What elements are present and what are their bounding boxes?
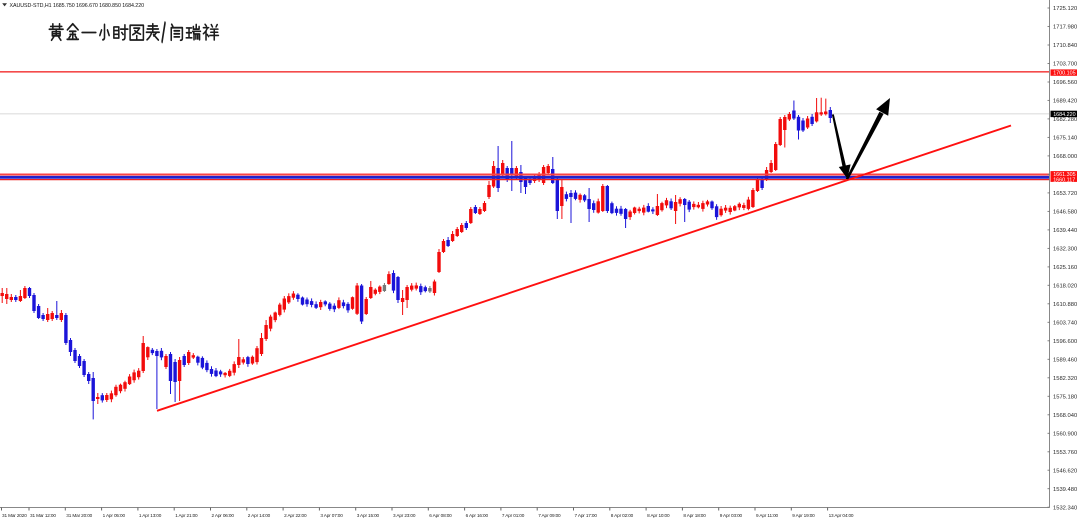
svg-text:1603.740: 1603.740 — [1053, 321, 1077, 327]
svg-text:1 Apr 13:00: 1 Apr 13:00 — [139, 513, 162, 518]
svg-text:1682.280: 1682.280 — [1053, 117, 1077, 123]
svg-text:1582.320: 1582.320 — [1053, 376, 1077, 382]
svg-text:6 Apr 16:00: 6 Apr 16:00 — [466, 513, 489, 518]
svg-text:3 Apr 07:00: 3 Apr 07:00 — [320, 513, 343, 518]
svg-text:9 Apr 03:00: 9 Apr 03:00 — [720, 513, 743, 518]
svg-text:2 Apr 06:00: 2 Apr 06:00 — [212, 513, 235, 518]
svg-text:1539.480: 1539.480 — [1053, 487, 1077, 493]
svg-text:1 Apr 21:00: 1 Apr 21:00 — [175, 513, 198, 518]
svg-text:31 Mar 20:00: 31 Mar 20:00 — [66, 513, 92, 518]
svg-text:1703.700: 1703.700 — [1053, 62, 1077, 68]
svg-text:1684.220: 1684.220 — [1053, 112, 1075, 118]
svg-text:1546.620: 1546.620 — [1053, 468, 1077, 474]
svg-text:1661.305: 1661.305 — [1053, 172, 1075, 178]
svg-text:7 Apr 17:00: 7 Apr 17:00 — [575, 513, 598, 518]
svg-text:7 Apr 01:00: 7 Apr 01:00 — [502, 513, 525, 518]
svg-text:7 Apr 09:00: 7 Apr 09:00 — [538, 513, 561, 518]
svg-text:8 Apr 10:00: 8 Apr 10:00 — [647, 513, 670, 518]
svg-text:3 Apr 23:00: 3 Apr 23:00 — [393, 513, 416, 518]
svg-text:1646.580: 1646.580 — [1053, 210, 1077, 216]
svg-text:1668.000: 1668.000 — [1053, 154, 1077, 160]
svg-text:1653.720: 1653.720 — [1053, 191, 1077, 197]
svg-text:1553.760: 1553.760 — [1053, 450, 1077, 456]
svg-text:31 Mar 2020: 31 Mar 2020 — [2, 513, 27, 518]
svg-text:13 Apr 04:00: 13 Apr 04:00 — [829, 513, 854, 518]
svg-text:1575.180: 1575.180 — [1053, 395, 1077, 401]
svg-text:1675.140: 1675.140 — [1053, 136, 1077, 142]
svg-text:3 Apr 15:00: 3 Apr 15:00 — [357, 513, 380, 518]
svg-text:2 Apr 22:00: 2 Apr 22:00 — [284, 513, 307, 518]
svg-text:9 Apr 19:00: 9 Apr 19:00 — [792, 513, 815, 518]
svg-text:1696.560: 1696.560 — [1053, 80, 1077, 86]
svg-text:1710.840: 1710.840 — [1053, 43, 1077, 49]
svg-text:1700.105: 1700.105 — [1053, 71, 1075, 77]
svg-text:9 Apr 11:00: 9 Apr 11:00 — [756, 513, 779, 518]
svg-text:1660.117: 1660.117 — [1053, 178, 1075, 184]
svg-text:1632.300: 1632.300 — [1053, 247, 1077, 253]
svg-text:2 Apr 14:00: 2 Apr 14:00 — [248, 513, 271, 518]
svg-text:1639.440: 1639.440 — [1053, 228, 1077, 234]
svg-text:XAUUSD-STD,H1 1685.750 1696.6: XAUUSD-STD,H1 1685.750 1696.670 1680.850… — [10, 3, 145, 9]
svg-text:1689.420: 1689.420 — [1053, 99, 1077, 105]
svg-text:1625.160: 1625.160 — [1053, 265, 1077, 271]
svg-text:31 Mar 12:00: 31 Mar 12:00 — [30, 513, 56, 518]
svg-text:1618.020: 1618.020 — [1053, 284, 1077, 290]
svg-text:6 Apr 08:00: 6 Apr 08:00 — [429, 513, 452, 518]
svg-text:1725.120: 1725.120 — [1053, 6, 1077, 12]
svg-text:8 Apr 02:00: 8 Apr 02:00 — [611, 513, 634, 518]
svg-text:1610.880: 1610.880 — [1053, 302, 1077, 308]
svg-text:1596.600: 1596.600 — [1053, 339, 1077, 345]
svg-text:1717.980: 1717.980 — [1053, 25, 1077, 31]
svg-text:1 Apr 05:00: 1 Apr 05:00 — [103, 513, 126, 518]
svg-text:1532.340: 1532.340 — [1053, 505, 1077, 511]
svg-text:1560.900: 1560.900 — [1053, 432, 1077, 438]
svg-text:8 Apr 18:00: 8 Apr 18:00 — [683, 513, 706, 518]
svg-text:1568.040: 1568.040 — [1053, 413, 1077, 419]
svg-text:1589.460: 1589.460 — [1053, 358, 1077, 364]
